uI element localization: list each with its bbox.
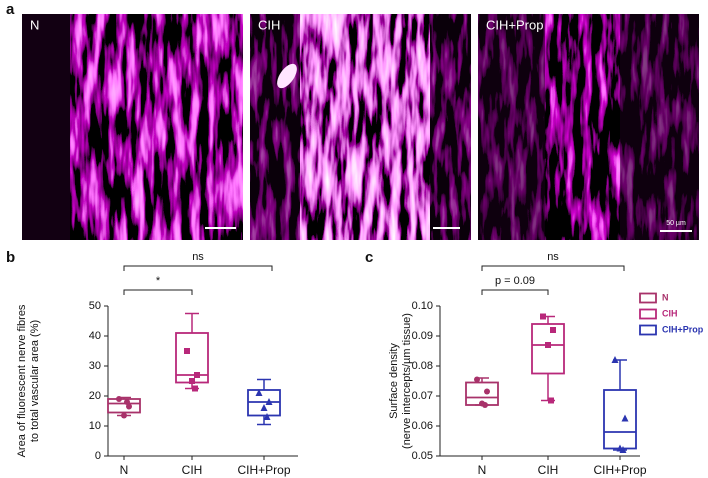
- micrograph: CIH+Prop 50 µm: [478, 14, 699, 240]
- data-point: [550, 327, 556, 333]
- y-tick-label: 0.05: [412, 450, 433, 462]
- y-tick-label: 20: [89, 390, 101, 402]
- data-point: [263, 413, 271, 420]
- y-tick-label: 0.07: [412, 390, 433, 402]
- panel-label: b: [6, 249, 15, 266]
- data-point: [184, 348, 190, 354]
- legend-label: CIH+Prop: [662, 324, 704, 334]
- x-tick-label: CIH+Prop: [237, 463, 290, 477]
- data-point: [126, 403, 132, 410]
- x-tick-label: N: [478, 463, 487, 477]
- data-point: [621, 414, 629, 422]
- scale-bar-label: 50 µm: [666, 220, 686, 227]
- data-point: [260, 404, 268, 411]
- box: [603, 389, 637, 450]
- data-point: [189, 378, 195, 384]
- significance-label: ns: [547, 251, 559, 263]
- legend-swatch: [639, 292, 657, 304]
- panel-label: a: [6, 1, 15, 18]
- x-tick-label: CIH: [538, 463, 559, 477]
- data-point: [619, 446, 627, 453]
- image-label: N: [30, 17, 39, 32]
- image-label: CIH+Prop: [486, 17, 543, 32]
- y-tick-label: 40: [89, 330, 101, 342]
- data-point: [611, 356, 619, 363]
- legend-swatch: [639, 308, 657, 320]
- significance-bracket: [481, 265, 625, 271]
- y-axis-label: (nerve intercepts/µm tissue): [401, 313, 413, 449]
- y-tick-label: 0.08: [412, 360, 433, 372]
- y-axis-label: Surface density: [388, 343, 400, 419]
- data-point: [116, 396, 122, 402]
- x-tick-label: CIH: [182, 463, 203, 477]
- significance-label: *: [156, 275, 161, 287]
- data-point: [194, 372, 200, 378]
- data-point: [482, 402, 488, 408]
- panel-label: c: [365, 249, 373, 266]
- significance-bracket: [123, 289, 193, 295]
- data-point: [265, 398, 273, 405]
- y-tick-label: 0.09: [412, 330, 433, 342]
- y-tick-label: 0.10: [412, 300, 433, 312]
- image-label: CIH: [258, 17, 280, 32]
- x-tick-label: N: [120, 463, 129, 477]
- data-point: [484, 388, 490, 395]
- data-point: [474, 376, 480, 383]
- significance-bracket: [481, 289, 549, 295]
- significance-label: p = 0.09: [495, 275, 535, 287]
- significance-label: ns: [192, 251, 204, 263]
- y-tick-label: 10: [89, 420, 101, 432]
- legend-label: CIH: [662, 308, 678, 318]
- data-point: [548, 397, 554, 404]
- y-tick-label: 50: [89, 300, 101, 312]
- data-point: [192, 385, 198, 392]
- box: [107, 398, 141, 414]
- data-point: [124, 399, 130, 405]
- data-point: [121, 412, 127, 419]
- y-tick-label: 0: [95, 450, 101, 462]
- legend-label: N: [662, 292, 669, 302]
- significance-bracket: [123, 265, 273, 271]
- legend-swatch: [639, 324, 657, 336]
- micrograph: N: [22, 14, 243, 240]
- data-point: [540, 313, 546, 320]
- data-point: [255, 389, 263, 396]
- y-axis-label: to total vascular area (%): [29, 320, 41, 442]
- y-tick-label: 30: [89, 360, 101, 372]
- x-tick-label: CIH+Prop: [593, 463, 646, 477]
- micrograph: CIH: [250, 14, 471, 240]
- y-axis-label: Area of fluorescent nerve fibres: [16, 304, 28, 457]
- data-point: [545, 342, 551, 348]
- y-tick-label: 0.06: [412, 420, 433, 432]
- box: [531, 323, 565, 375]
